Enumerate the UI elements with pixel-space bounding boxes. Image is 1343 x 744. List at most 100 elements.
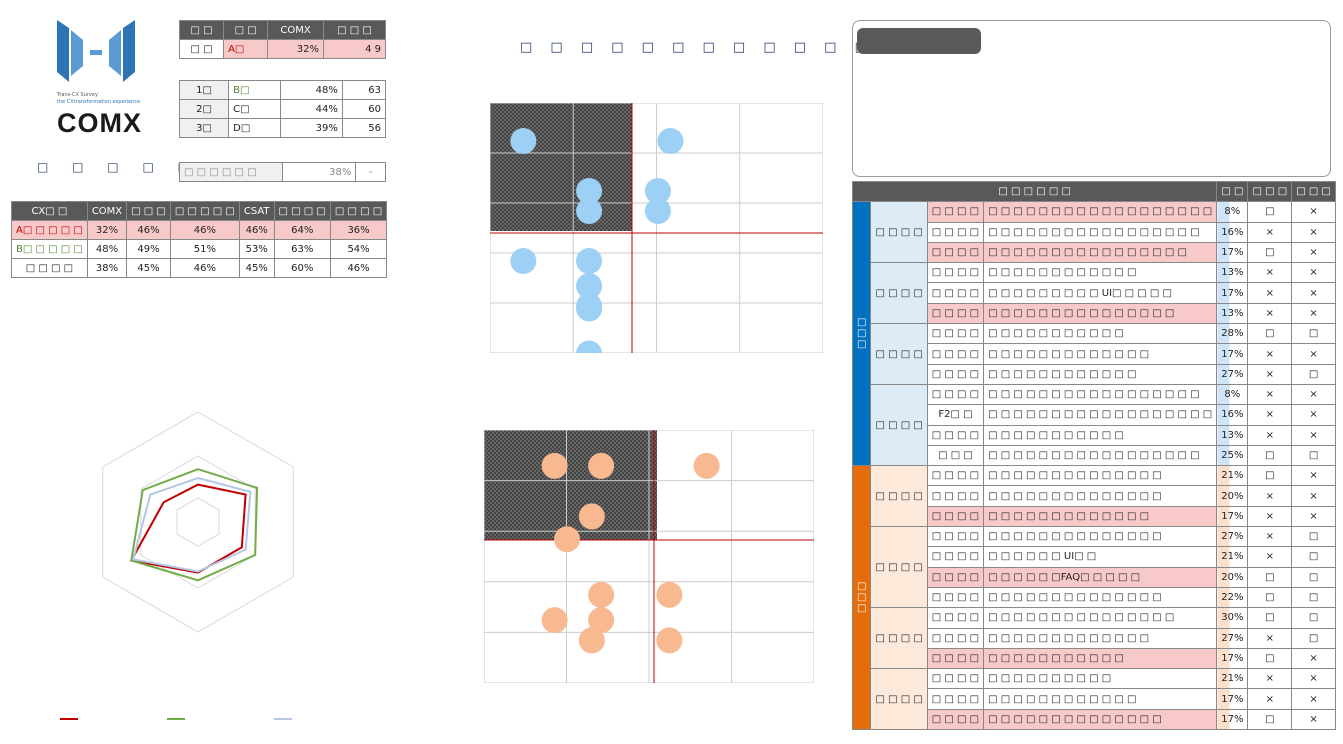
detail-cell: □ □ □ □ □ □FAQ□ □ □ □ □ (983, 566, 1218, 588)
detail-cell: × (1291, 404, 1336, 426)
section-label: □ □ □ □ □ □ (37, 160, 235, 174)
detail-cell: □ □ □ □ (926, 241, 985, 264)
detail-cell: □ (1291, 566, 1336, 588)
detail-cell: × (1247, 262, 1293, 284)
score-cell: 45% (238, 258, 275, 278)
detail-cell: □ □ □ □ (926, 708, 985, 731)
detail-cell: 8% (1216, 383, 1249, 406)
rank-table: 1□ B□ 48% 63 2□ C□ 44% 60 3□ D□ 39% 56 (178, 80, 387, 138)
scatter-point (576, 198, 603, 224)
radar-series (130, 468, 259, 582)
detail-cell: □ □ □ □ □ □ □ □ □ □ □ (983, 323, 1218, 345)
detail-cell: × (1291, 424, 1336, 446)
score-cell: 49% (126, 239, 171, 259)
detail-cell: × (1247, 424, 1293, 446)
detail-cell: □ □ □ □ (926, 566, 985, 588)
summary-cell: 32% (267, 39, 324, 59)
score-cell: 46% (169, 220, 240, 240)
detail-cell: 25% (1216, 444, 1249, 467)
scatter-point (693, 452, 720, 479)
detail-cell: □ □ □ □ (926, 383, 985, 406)
detail-cell: × (1291, 505, 1336, 528)
detail-cell: □ □ □ □ □ □ □ □ □ □ □ (983, 647, 1218, 670)
summary-cell: 4 9 (322, 39, 387, 59)
scatter-point (588, 607, 615, 634)
scatter-point (576, 273, 603, 299)
detail-cell: 27% (1216, 526, 1249, 548)
detail-cell: □ □ □ □ (926, 424, 985, 446)
detail-cell: □ □ □ □ □ □ □ □ □ □ □ □ □ (983, 627, 1218, 649)
detail-sub-label: □ □ □ □ (870, 262, 928, 325)
detail-cell: □ □ □ □ (926, 221, 985, 243)
summary-cell: A□ (223, 39, 269, 59)
radar-grid (176, 497, 220, 547)
scatter-point (576, 340, 603, 353)
detail-cell: □ (1247, 647, 1293, 670)
score-cell: 48% (86, 239, 128, 259)
logo-wordmark: COMX (57, 108, 142, 138)
score-cell: 53% (238, 239, 275, 259)
comx-logo-icon (57, 20, 135, 82)
detail-cell: □ (1247, 566, 1293, 588)
detail-cell: 28% (1216, 323, 1249, 345)
detail-cell: 20% (1216, 566, 1249, 588)
scatter-plot-orange (484, 430, 814, 683)
detail-cell: □ □ □ □ (926, 262, 985, 284)
score-cell: 45% (126, 258, 171, 278)
detail-cell: □ □ □ □ □ □ □ □ □ □ □ □ (983, 262, 1218, 284)
radar-legend (60, 708, 293, 727)
detail-cell: □ □ □ □ □ □ □ □ □ □ □ □ □ □ □ □ □ □ (983, 404, 1218, 426)
avg-table: □ □ □ □ □ □ 38% - (179, 162, 386, 182)
detail-cell: □ □ □ □ (926, 201, 985, 223)
detail-sub-label: □ □ □ □ (870, 668, 928, 731)
detail-cell: □ (1247, 465, 1293, 487)
score-header: CX□ □ (11, 201, 88, 221)
summary-cell: □ □ (178, 39, 225, 59)
score-cell: 36% (329, 220, 388, 240)
rank-cell: 1□ (178, 80, 230, 100)
detail-cell: □ □ □ □ (926, 343, 985, 365)
detail-group-label: □ □ □ (851, 465, 872, 731)
detail-cell: □ □ □ □ □ □ □ □ □ □ □ □ □ □ □ (983, 607, 1218, 629)
detail-cell: □ (1247, 201, 1293, 223)
detail-cell: 17% (1216, 343, 1249, 365)
detail-cell: □ (1291, 526, 1336, 548)
detail-cell: 27% (1216, 627, 1249, 649)
detail-cell: 17% (1216, 647, 1249, 670)
detail-header: □ □ □ (1291, 180, 1336, 203)
detail-cell: × (1247, 363, 1293, 385)
scatter-point (656, 581, 683, 608)
scatter-point (588, 452, 615, 479)
detail-cell: × (1247, 627, 1293, 649)
rank-cell: D□ (228, 118, 281, 138)
score-cell: 32% (86, 220, 128, 240)
detail-cell: × (1291, 343, 1336, 365)
detail-cell: × (1291, 688, 1336, 710)
score-header: CSAT (238, 201, 275, 221)
detail-cell: □ □ □ □ (926, 647, 985, 670)
detail-cell: × (1247, 221, 1293, 243)
detail-cell: □ □ □ □ □ □ □ □ □ □ □ □ □ □ □ □ (983, 241, 1218, 264)
detail-cell: × (1291, 221, 1336, 243)
detail-cell: 27% (1216, 363, 1249, 385)
detail-cell: □ (1247, 241, 1293, 264)
detail-cell: 21% (1216, 465, 1249, 487)
detail-sub-label: □ □ □ □ (870, 323, 928, 385)
detail-cell: 16% (1216, 221, 1249, 243)
summary-header: □ □ (223, 20, 269, 40)
detail-cell: □ □ □ □ □ □ □ □ □ □ □ □ □ □ (983, 708, 1218, 731)
detail-cell: × (1247, 505, 1293, 528)
detail-cell: □ □ □ □ □ □ □ □ □ □ □ □ (983, 363, 1218, 385)
detail-cell: 22% (1216, 586, 1249, 609)
detail-cell: × (1247, 383, 1293, 406)
detail-cell: □ □ □ □ □ □ □ □ □ UI□ □ □ □ □ (983, 282, 1218, 304)
detail-cell: 17% (1216, 708, 1249, 731)
score-header: □ □ □ □ (273, 201, 331, 221)
scatter-point (644, 198, 671, 224)
score-cell: 46% (329, 258, 388, 278)
detail-cell: □ (1247, 444, 1293, 467)
note-box (852, 20, 1331, 177)
avg-cell: 38% (281, 162, 357, 182)
detail-cell: × (1247, 302, 1293, 325)
detail-cell: 13% (1216, 262, 1249, 284)
